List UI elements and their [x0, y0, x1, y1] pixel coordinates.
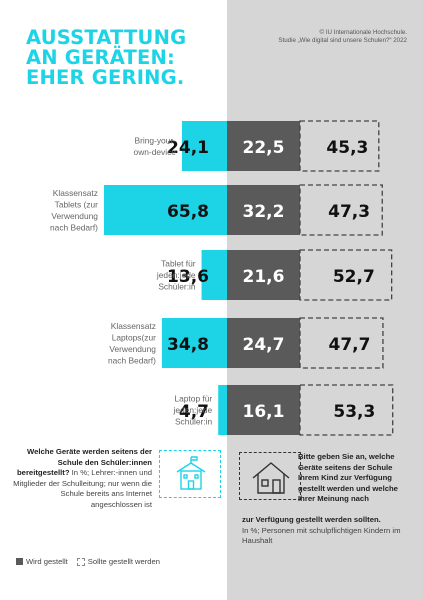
bar-dark — [227, 250, 300, 300]
value-label-dark: 22,5 — [243, 138, 285, 158]
category-label: nach Bedarf) — [50, 222, 98, 232]
bar-cyan — [103, 185, 227, 235]
category-label: jeden:jede — [173, 405, 213, 415]
teacher-question: Welche Geräte werden seitens der Schule … — [12, 447, 152, 510]
school-icon-box — [159, 450, 221, 498]
value-label-cyan: 65,8 — [167, 202, 209, 222]
bar-dashed — [299, 184, 383, 236]
legend-filled-label: Wird gestellt — [26, 557, 68, 566]
category-label: Tablet für — [161, 259, 196, 269]
value-label-cyan: 24,1 — [167, 138, 209, 158]
value-label-cyan: 13,6 — [167, 267, 209, 287]
source-note: © IU Internationale Hochschule. Studie „… — [278, 29, 407, 44]
teacher-question-note: In %; Lehrer:-innen und Mitglieder der S… — [13, 468, 152, 509]
bar-dark — [227, 185, 300, 235]
bar-cyan — [218, 385, 227, 435]
category-label: Laptop für — [174, 394, 212, 404]
category-label: own-device — [134, 147, 177, 157]
category-label: Schüler:in — [175, 417, 213, 427]
teacher-question-bold: Welche Geräte werden seitens der Schule … — [16, 447, 152, 477]
bar-dashed — [299, 120, 380, 172]
parents-question-bold-end: zur Verfügung gestellt werden sollten. — [242, 515, 381, 524]
legend: Wird gestellt Sollte gestellt werden — [16, 557, 160, 566]
parents-question-note: In %; Personen mit schulpflichtigen Kind… — [242, 525, 401, 546]
category-label: Schüler:in — [158, 282, 196, 292]
category-label: Klassensatz — [111, 321, 156, 331]
legend-filled-swatch — [16, 558, 23, 565]
category-label: Laptops(zur — [112, 332, 156, 342]
legend-dashed-swatch — [76, 557, 85, 566]
bar-cyan — [181, 121, 227, 171]
house-icon-box — [239, 452, 301, 500]
bar-chart: 24,1 22,5 45,3 Bring-your-own-device 65,8 32,… — [50, 120, 394, 436]
category-label: jeden:jede — [156, 270, 196, 280]
value-label-dark: 21,6 — [243, 267, 285, 287]
value-label-dashed: 52,7 — [333, 267, 375, 287]
value-label-dashed: 47,7 — [329, 335, 371, 355]
bar-dashed — [299, 317, 384, 369]
bar-dark — [227, 385, 300, 435]
parents-question-tail: zur Verfügung gestellt werden sollten. In… — [242, 515, 417, 547]
value-label-dark: 24,7 — [243, 335, 285, 355]
category-label: Verwendung — [109, 344, 156, 354]
value-label-dashed: 45,3 — [326, 138, 368, 158]
bar-cyan — [201, 250, 227, 300]
category-label: Bring-your- — [135, 135, 177, 145]
value-label-dark: 16,1 — [243, 402, 285, 422]
category-label: nach Bedarf) — [108, 355, 156, 365]
bar-dashed — [299, 249, 393, 301]
value-label-cyan: 34,8 — [167, 335, 209, 355]
value-label-dashed: 47,3 — [328, 202, 370, 222]
value-label-dashed: 53,3 — [333, 402, 375, 422]
bar-dark — [227, 318, 300, 368]
house-icon — [252, 462, 290, 494]
bar-dashed — [299, 384, 394, 436]
bar-cyan — [161, 318, 227, 368]
parents-question: Bitte geben Sie an, welche Geräte seiten… — [298, 452, 398, 503]
category-label: Verwendung — [51, 211, 98, 221]
chart-title: AUSSTATTUNG AN GERÄTEN: EHER GERING. — [26, 26, 187, 89]
category-label: Tablets (zur — [55, 199, 98, 209]
value-label-cyan: 4,7 — [179, 402, 209, 422]
bar-dark — [227, 121, 300, 171]
school-building-icon — [176, 456, 206, 490]
legend-dashed-label: Sollte gestellt werden — [87, 557, 160, 566]
category-label: Klassensatz — [53, 188, 98, 198]
value-label-dark: 32,2 — [243, 202, 285, 222]
